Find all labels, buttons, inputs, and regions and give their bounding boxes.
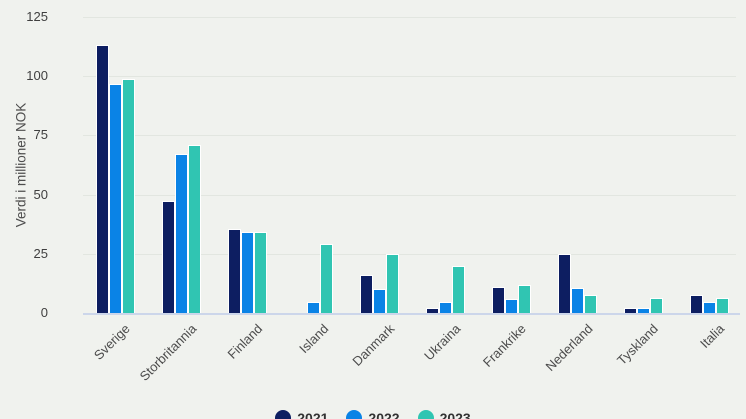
bar-2023-ukraina[interactable]	[452, 266, 465, 313]
bar-2021-nederland[interactable]	[558, 254, 571, 313]
y-tick-label: 0	[40, 305, 48, 320]
bar-2022-island[interactable]	[307, 302, 320, 313]
bar-2021-ukraina[interactable]	[426, 308, 439, 313]
bar-2021-storbritannia[interactable]	[162, 201, 175, 313]
grid-line	[83, 17, 736, 18]
y-tick-label: 25	[33, 246, 48, 261]
grid-line	[83, 195, 736, 196]
x-axis-line	[83, 313, 740, 315]
y-tick-label: 50	[33, 187, 48, 202]
bar-2023-sverige[interactable]	[122, 79, 135, 313]
x-axis-label-finland: Finland	[224, 321, 266, 362]
grid-line	[83, 254, 736, 255]
x-axis-label-tyskland: Tyskland	[614, 321, 662, 368]
bar-2021-danmark[interactable]	[360, 275, 373, 313]
bar-2021-italia[interactable]	[690, 295, 703, 313]
x-axis-label-ukraina: Ukraina	[420, 321, 464, 364]
legend-item-2023[interactable]: 2023	[417, 410, 471, 419]
bar-2022-nederland[interactable]	[571, 288, 584, 313]
x-axis-label-storbritannia: Storbritannia	[136, 321, 200, 384]
legend-label: 2021	[297, 410, 329, 419]
y-axis-title: Verdi i millioner NOK	[13, 102, 29, 228]
bar-2022-storbritannia[interactable]	[175, 154, 188, 313]
legend-item-2022[interactable]: 2022	[346, 410, 400, 419]
bar-2022-sverige[interactable]	[109, 84, 122, 313]
bar-2021-frankrike[interactable]	[492, 287, 505, 313]
x-axis-label-nederland: Nederland	[542, 321, 596, 375]
bar-2023-finland[interactable]	[254, 232, 267, 313]
bar-2022-danmark[interactable]	[373, 289, 386, 313]
legend-label: 2023	[439, 410, 471, 419]
legend-swatch-icon	[275, 410, 292, 419]
bar-2021-sverige[interactable]	[96, 45, 109, 313]
legend-item-2021[interactable]: 2021	[275, 410, 328, 419]
x-axis-label-italia: Italia	[697, 321, 728, 352]
bar-2021-finland[interactable]	[228, 229, 241, 313]
y-tick-label: 100	[26, 68, 48, 83]
bar-2022-ukraina[interactable]	[439, 302, 452, 313]
x-axis-label-island: Island	[295, 321, 332, 357]
bar-2021-tyskland[interactable]	[624, 308, 637, 313]
bar-2023-italia[interactable]	[716, 298, 729, 313]
bar-2022-finland[interactable]	[241, 232, 254, 313]
grid-line	[83, 135, 736, 136]
bar-2023-island[interactable]	[320, 244, 333, 313]
bar-2023-storbritannia[interactable]	[188, 145, 201, 313]
legend-swatch-icon	[346, 410, 363, 419]
legend: 2021 2022 2023	[0, 410, 746, 419]
legend-label: 2022	[368, 410, 400, 419]
bar-2023-frankrike[interactable]	[518, 285, 531, 313]
bar-2022-tyskland[interactable]	[637, 308, 650, 313]
y-tick-label: 125	[26, 9, 48, 24]
legend-swatch-icon	[417, 410, 434, 419]
x-axis-label-frankrike: Frankrike	[480, 321, 530, 370]
bar-2023-tyskland[interactable]	[650, 298, 663, 313]
grid-line	[83, 76, 736, 77]
bar-2022-italia[interactable]	[703, 302, 716, 313]
y-tick-label: 75	[33, 127, 48, 142]
x-axis-label-danmark: Danmark	[349, 321, 398, 369]
bar-2022-frankrike[interactable]	[505, 299, 518, 313]
bar-2023-danmark[interactable]	[386, 254, 399, 313]
bar-2023-nederland[interactable]	[584, 295, 597, 313]
x-axis-label-sverige: Sverige	[91, 321, 134, 363]
